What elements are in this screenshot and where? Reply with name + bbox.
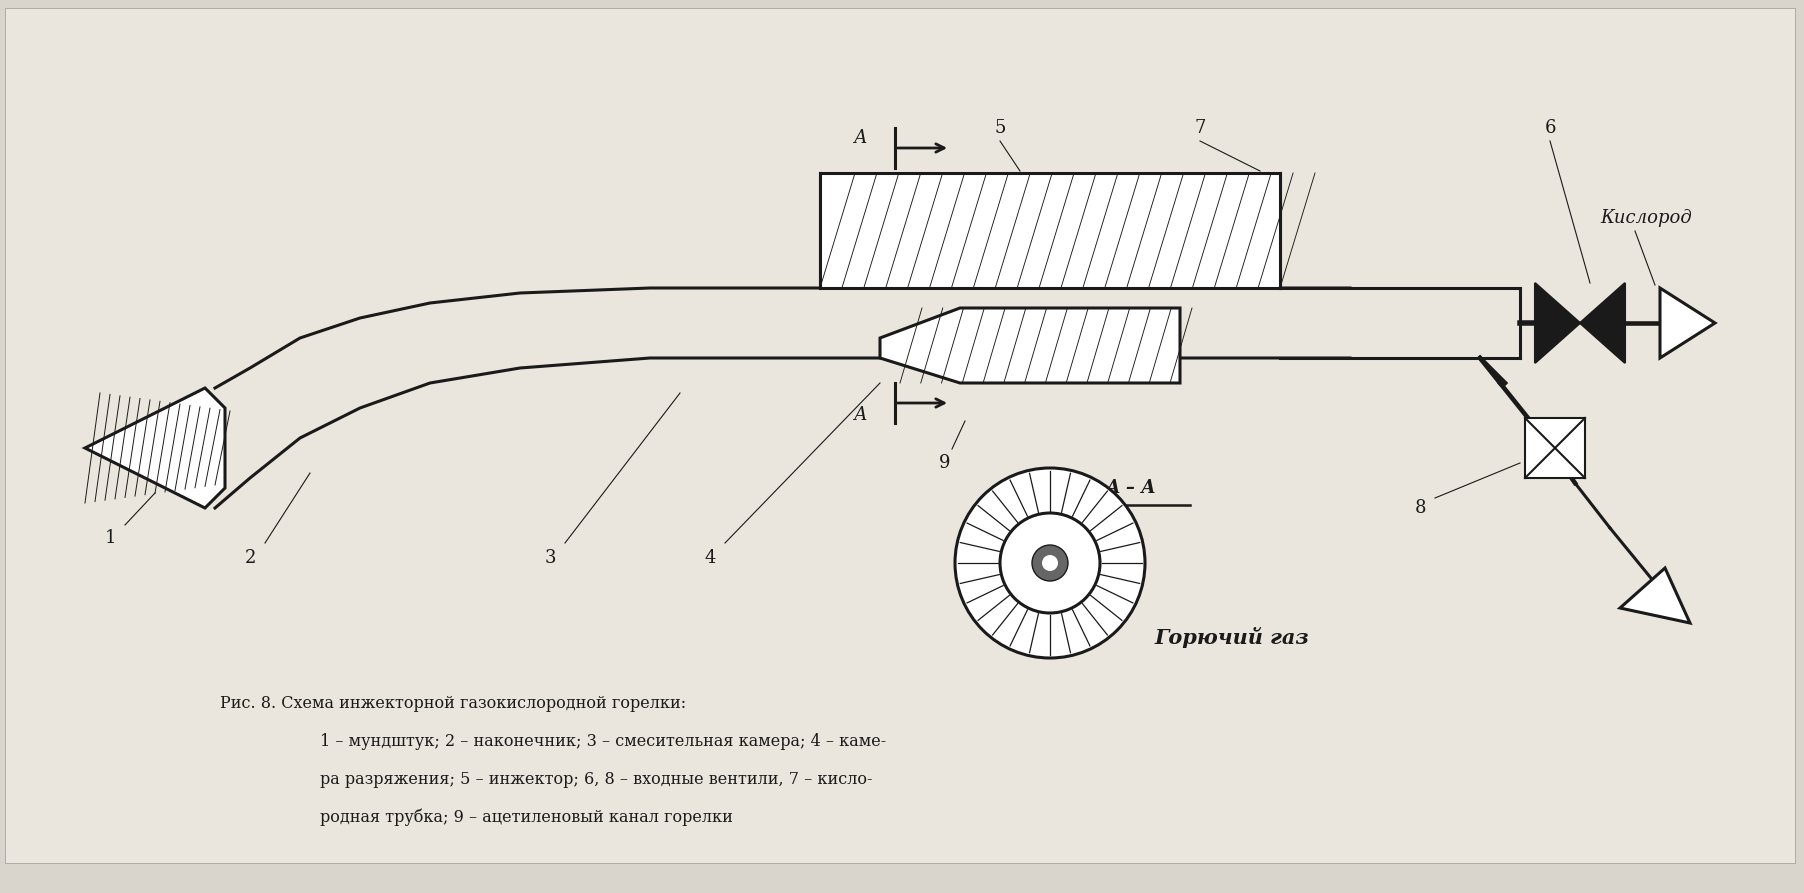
Text: 4: 4 [704,549,716,567]
Text: 9: 9 [940,454,951,472]
Polygon shape [1660,288,1716,358]
Text: 1 – мундштук; 2 – наконечник; 3 – смесительная камера; 4 – каме-: 1 – мундштук; 2 – наконечник; 3 – смесит… [319,732,886,749]
Text: А: А [853,129,866,147]
Text: Горючий газ: Горючий газ [1155,628,1310,648]
Text: 7: 7 [1194,119,1205,137]
Circle shape [954,468,1146,658]
Text: Рис. 8. Схема инжекторной газокислородной горелки:: Рис. 8. Схема инжекторной газокислородно… [220,695,686,712]
Bar [1524,418,1586,478]
Circle shape [1043,555,1057,571]
Polygon shape [1620,568,1690,623]
Text: А – А: А – А [1104,479,1155,497]
Polygon shape [85,388,226,508]
Polygon shape [821,173,1281,288]
Polygon shape [880,308,1180,383]
Text: 2: 2 [244,549,256,567]
Text: Кислород: Кислород [1600,209,1692,227]
FancyBboxPatch shape [5,8,1795,863]
Text: ра разряжения; 5 – инжектор; 6, 8 – входные вентили, 7 – кисло-: ра разряжения; 5 – инжектор; 6, 8 – вход… [319,771,873,788]
Text: 6: 6 [1544,119,1555,137]
Text: 5: 5 [994,119,1005,137]
Text: А: А [853,406,866,424]
Circle shape [1032,545,1068,581]
Text: 3: 3 [545,549,556,567]
Polygon shape [1535,283,1625,363]
Text: родная трубка; 9 – ацетиленовый канал горелки: родная трубка; 9 – ацетиленовый канал го… [319,808,732,826]
Text: 1: 1 [105,529,115,547]
Text: 8: 8 [1414,499,1425,517]
Circle shape [999,513,1100,613]
